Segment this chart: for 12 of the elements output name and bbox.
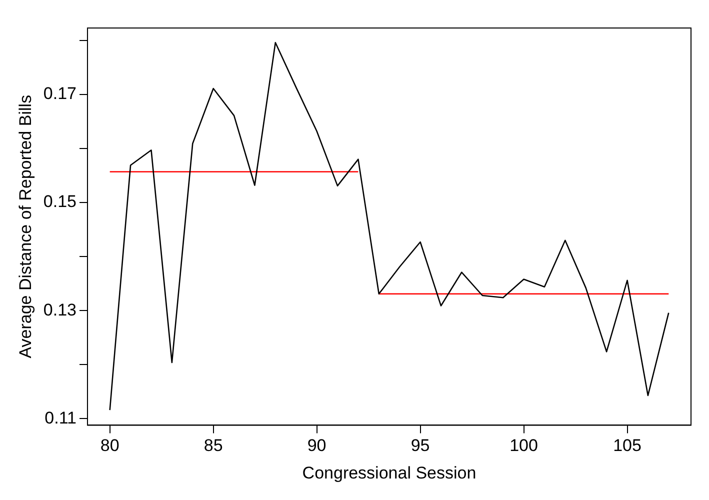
y-tick-label: 0.11: [44, 408, 76, 428]
y-tick-label: 0.15: [43, 192, 76, 212]
y-tick-label: 0.13: [43, 300, 76, 320]
y-axis-title: Average Distance of Reported Bills: [16, 94, 35, 358]
y-tick-label: 0.17: [43, 84, 76, 104]
x-tick-label: 105: [613, 436, 642, 456]
x-axis-title: Congressional Session: [302, 463, 476, 482]
x-tick-label: 100: [510, 436, 538, 456]
x-tick-label: 90: [307, 436, 326, 456]
x-tick-label: 95: [410, 436, 430, 456]
x-tick-label: 80: [100, 436, 120, 456]
x-tick-label: 85: [204, 436, 223, 456]
